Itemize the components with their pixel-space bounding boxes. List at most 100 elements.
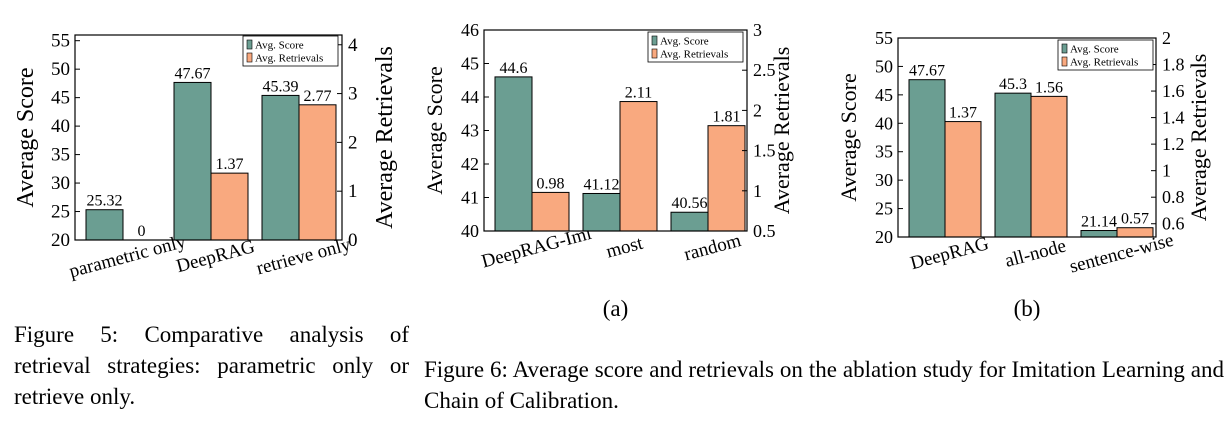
y2-tick-label: 1.2	[1162, 134, 1185, 154]
bar-score	[261, 94, 300, 241]
y2-tick-label: 1.8	[1162, 55, 1185, 75]
bar-retrievals	[707, 125, 746, 232]
y2-tick-label: 1	[348, 181, 358, 202]
legend-label-score: Avg. Score	[255, 40, 304, 52]
plot-frame	[897, 37, 1157, 238]
chart-panel-3: 47.67 1.37 DeepRAG 45.3 1.56 all-node 21.14 0.5…	[836, 28, 1211, 321]
data-label-retrievals: 0	[138, 223, 146, 240]
y-tick-label: 30	[875, 170, 893, 190]
bar-score	[85, 209, 124, 241]
data-label-retrievals: 2.77	[304, 88, 332, 105]
category-label: DeepRAG	[174, 236, 257, 277]
figure-6-caption: Figure 6: Average score and retrievals o…	[424, 357, 1224, 413]
y2-tick-label: 2.5	[753, 60, 776, 80]
legend-swatch-retrievals	[1061, 56, 1068, 67]
bar-retrievals	[619, 101, 658, 232]
y-tick-label: 40	[875, 113, 893, 133]
y2-tick-label: 0.5	[753, 221, 776, 241]
bar-score	[173, 81, 212, 241]
y2-tick-label: 3	[348, 84, 358, 105]
y-tick-label: 45	[51, 88, 70, 109]
data-label-score: 25.32	[87, 193, 123, 210]
figure-5-caption: Figure 5: Comparative analysis of retrie…	[14, 322, 409, 409]
legend-label-score: Avg. Score	[660, 36, 709, 48]
y-tick-label: 35	[875, 142, 893, 162]
bar-score	[908, 79, 946, 238]
y-tick-label: 30	[51, 173, 70, 194]
data-label-retrievals: 1.81	[713, 109, 741, 126]
data-label-retrievals: 1.37	[949, 105, 977, 122]
data-label-score: 40.56	[672, 195, 708, 212]
legend-label-retrievals: Avg. Retrievals	[660, 49, 728, 61]
y2-tick-label: 1.6	[1162, 81, 1185, 101]
y-tick-label: 50	[51, 59, 70, 80]
legend-label-retrievals: Avg. Retrievals	[1070, 57, 1138, 69]
bar-score	[994, 92, 1032, 238]
y2-tick-label: 1	[753, 181, 762, 201]
y-tick-label: 25	[875, 199, 893, 219]
data-label-score: 45.3	[999, 76, 1027, 93]
data-label-retrievals: 1.56	[1035, 79, 1063, 96]
bar-score	[670, 211, 709, 232]
y-tick-label: 55	[875, 28, 893, 48]
y-tick-label: 41	[461, 188, 479, 208]
category-label: parametric only	[67, 231, 189, 282]
category-label: DeepRAG	[908, 233, 991, 274]
y-tick-label: 44	[461, 87, 479, 107]
category-label: most	[604, 233, 646, 263]
legend-swatch-retrievals	[246, 52, 253, 63]
y2-tick-label: 0.8	[1162, 187, 1185, 207]
bar-retrievals	[944, 121, 982, 238]
legend-swatch-score	[1061, 43, 1068, 54]
y-tick-label: 20	[875, 227, 893, 247]
legend-swatch-score	[651, 35, 658, 46]
bar-score	[494, 76, 533, 232]
legend-box	[647, 31, 744, 63]
y2-axis-title: Average Retrievals	[1186, 54, 1211, 222]
legend-label-retrievals: Avg. Retrievals	[255, 53, 323, 65]
y2-tick-label: 4	[348, 35, 358, 56]
y-tick-label: 40	[461, 221, 479, 241]
category-label: random	[682, 230, 744, 265]
legend-box	[1057, 39, 1154, 71]
legend-swatch-score	[246, 39, 253, 50]
bar-retrievals	[1030, 95, 1068, 238]
y-tick-label: 42	[461, 154, 479, 174]
y2-tick-label: 2	[753, 100, 762, 120]
y-axis-title: Average Score	[13, 67, 39, 207]
y-tick-label: 50	[875, 56, 893, 76]
y-axis-title: Average Score	[422, 66, 447, 194]
y-tick-label: 45	[875, 85, 893, 105]
y-tick-label: 46	[461, 20, 479, 40]
data-label-score: 45.39	[263, 78, 299, 95]
category-label: all-node	[1003, 235, 1069, 271]
data-label-retrievals: 1.37	[216, 156, 244, 173]
legend-label-score: Avg. Score	[1070, 44, 1119, 56]
data-label-score: 41.12	[584, 176, 620, 193]
data-label-retrievals: 0.98	[537, 175, 565, 192]
y-axis-title: Average Score	[836, 73, 861, 201]
bar-retrievals	[210, 172, 249, 241]
y-tick-label: 43	[461, 121, 479, 141]
data-label-score: 47.67	[175, 65, 211, 82]
panel-label: (b)	[1014, 296, 1041, 321]
data-label-score: 44.6	[500, 60, 528, 77]
legend-box	[242, 35, 339, 67]
y-tick-label: 45	[461, 54, 479, 74]
plot-frame	[74, 34, 343, 241]
category-label: retrieve only	[254, 234, 353, 279]
y-tick-label: 40	[51, 116, 70, 137]
panel-label: (a)	[603, 296, 629, 321]
y-tick-label: 55	[51, 31, 70, 52]
legend-swatch-retrievals	[651, 48, 658, 59]
y-tick-label: 35	[51, 145, 70, 166]
y-tick-label: 20	[51, 230, 70, 251]
bar-score	[1080, 230, 1118, 238]
data-label-retrievals: 0.57	[1121, 211, 1149, 228]
y2-tick-label: 0	[348, 230, 358, 251]
